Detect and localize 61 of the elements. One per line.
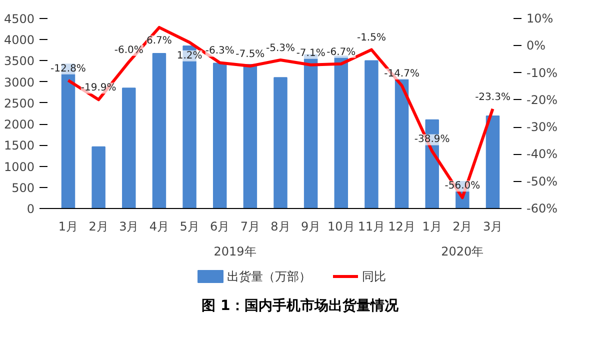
y2-tick-label: -50% bbox=[526, 174, 558, 188]
x-tick-label: 6月 bbox=[210, 220, 230, 234]
y2-tick-label: -30% bbox=[526, 120, 558, 134]
bar bbox=[486, 116, 500, 208]
x-tick-label: 2月 bbox=[88, 220, 108, 234]
x-tick-label: 5月 bbox=[180, 220, 200, 234]
legend-label: 出货量（万部） bbox=[227, 270, 311, 284]
y2-tick-label: -20% bbox=[526, 92, 558, 107]
x-tick-label: 3月 bbox=[482, 220, 503, 234]
legend-label: 同比 bbox=[362, 270, 386, 284]
y-tick-label: 4000 bbox=[4, 33, 35, 48]
x-tick-label: 11月 bbox=[358, 220, 386, 234]
data-label: -12.8% bbox=[50, 63, 86, 74]
x-tick-label: 1月 bbox=[422, 220, 442, 234]
data-label: -6.7% bbox=[326, 46, 356, 58]
y-tick-label: 500 bbox=[12, 180, 34, 195]
bar bbox=[92, 146, 106, 208]
x-tick-label: 7月 bbox=[240, 220, 260, 234]
data-label: -38.9% bbox=[414, 134, 450, 146]
x-tick-label: 10月 bbox=[328, 220, 355, 234]
data-label: -6.3% bbox=[205, 46, 234, 57]
y2-tick-label: -60% bbox=[526, 202, 558, 216]
data-label: -56.0% bbox=[444, 180, 480, 192]
bar bbox=[212, 62, 227, 208]
data-label: -5.3% bbox=[266, 43, 296, 54]
data-label: -1.5% bbox=[356, 32, 386, 44]
bar bbox=[274, 77, 288, 208]
y-tick-label: 1000 bbox=[4, 160, 35, 174]
data-label: -19.9% bbox=[80, 82, 116, 94]
x-tick-label: 8月 bbox=[270, 220, 290, 234]
y2-tick-label: 0% bbox=[526, 38, 546, 53]
x-tick-label: 4月 bbox=[149, 220, 170, 234]
y-tick-label: 2500 bbox=[4, 96, 35, 110]
y-tick-label: 2000 bbox=[4, 118, 35, 132]
bar bbox=[152, 53, 166, 208]
text: 2020年 bbox=[441, 244, 484, 258]
y2-tick-label: 10% bbox=[526, 12, 554, 26]
y-tick-label: 3000 bbox=[4, 75, 35, 90]
data-label: -23.3% bbox=[475, 92, 510, 103]
y-tick-label: 4500 bbox=[4, 12, 35, 26]
bar bbox=[364, 60, 378, 208]
x-tick-label: 12月 bbox=[388, 220, 416, 234]
x-tick-label: 1月 bbox=[58, 220, 78, 234]
data-label: 6.7% bbox=[146, 35, 172, 46]
text: 图 1：国内手机市场出货量情况 bbox=[202, 296, 398, 316]
x-tick-label: 2月 bbox=[452, 220, 472, 234]
data-label: -14.7% bbox=[384, 68, 420, 80]
text: 2019年 bbox=[214, 244, 256, 258]
y-tick-label: 3500 bbox=[4, 54, 35, 68]
y-tick-label: 0 bbox=[26, 202, 35, 216]
bar bbox=[243, 64, 258, 208]
bar bbox=[122, 88, 136, 208]
x-tick-label: 9月 bbox=[301, 220, 321, 234]
y2-tick-label: -40% bbox=[526, 147, 558, 162]
data-label: 1.2% bbox=[176, 50, 202, 62]
data-label: -7.5% bbox=[236, 49, 265, 60]
y-tick-label: 1500 bbox=[4, 138, 35, 153]
x-tick-label: 3月 bbox=[119, 220, 139, 234]
data-label: -7.1% bbox=[296, 48, 326, 59]
y2-tick-label: -10% bbox=[526, 66, 558, 80]
data-label: -6.0% bbox=[114, 44, 144, 56]
